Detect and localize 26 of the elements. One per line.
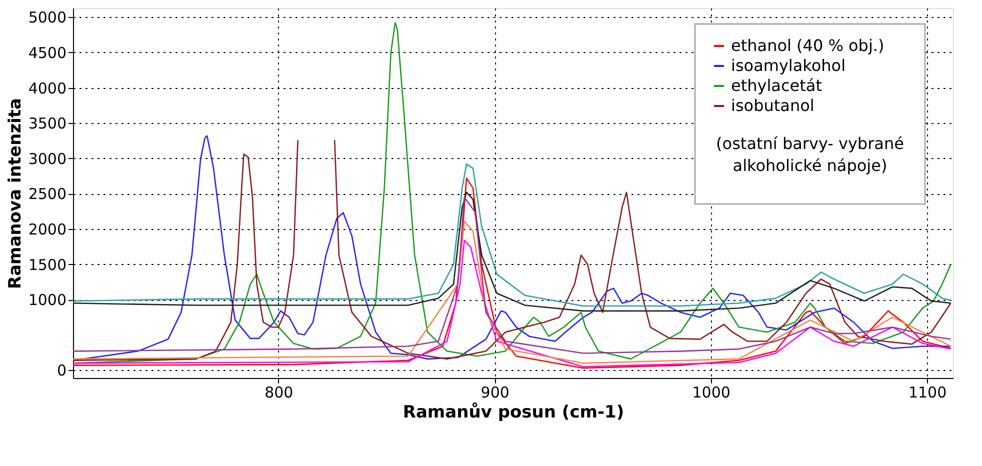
annotation: (ostatní barvy- vybrané alkoholické nápoje)	[716, 134, 904, 175]
y-tick-label: 2000	[28, 220, 66, 239]
x-tick-label: 1000	[692, 384, 730, 402]
y-tick-label: 4500	[28, 44, 66, 62]
y-axis-title: Ramanova intenzita	[5, 98, 26, 290]
legend-label: isobutanol	[731, 96, 814, 115]
line-series	[73, 192, 952, 312]
x-axis-title: Ramanův posun (cm-1)	[402, 402, 624, 422]
legend-label: isoamylakohol	[731, 56, 846, 75]
y-tick-label: 1000	[28, 291, 66, 310]
line-series	[73, 196, 952, 354]
line-series	[73, 220, 952, 364]
y-tick-label: 0	[56, 362, 66, 380]
line-series	[73, 178, 952, 369]
legend-label: ethylacetát	[731, 76, 822, 95]
x-tick-label: 900	[480, 384, 510, 402]
y-tick-label: 4000	[28, 79, 66, 98]
x-tick-label: 1100	[908, 384, 947, 402]
y-tick-label: 2500	[28, 185, 66, 204]
y-tick-label: 3500	[28, 114, 66, 133]
y-tick-label: 1500	[28, 256, 66, 274]
line-series	[73, 240, 952, 368]
x-tick-label: 800	[264, 384, 294, 402]
y-tick-label: 5000	[28, 8, 66, 27]
legend-label: ethanol (40 % obj.)	[731, 36, 884, 55]
y-tick-label: 3000	[28, 150, 66, 168]
